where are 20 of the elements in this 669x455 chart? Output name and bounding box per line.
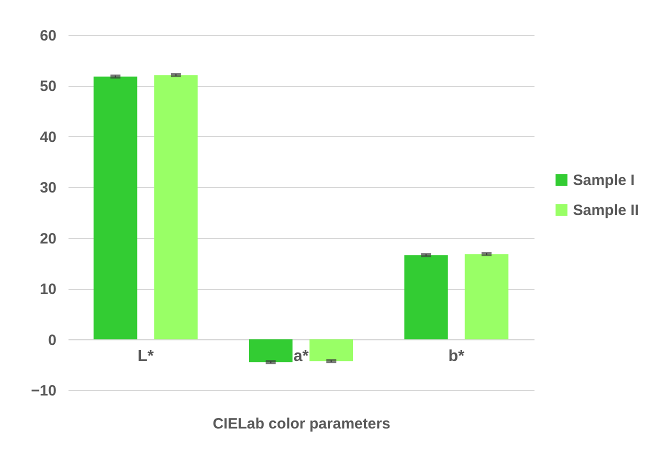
y-tick-label: 50 (40, 78, 56, 96)
y-tick-label: 60 (40, 28, 56, 44)
bar (404, 255, 448, 340)
legend-label: Sample I (573, 172, 635, 189)
x-tick-label: a* (293, 348, 310, 365)
bar (94, 76, 138, 340)
x-axis-title: CIELab color parameters (212, 416, 390, 432)
x-tick-label: b* (448, 348, 466, 365)
y-tick-label: 0 (48, 332, 56, 349)
y-tick-label: 40 (40, 128, 56, 146)
y-tick-label: −10 (31, 382, 56, 400)
y-tick-label: 20 (40, 230, 56, 248)
y-tick-label: 30 (40, 180, 56, 197)
y-tick-label: 10 (40, 281, 56, 298)
bar (309, 339, 354, 362)
bar (464, 254, 508, 340)
bar (154, 75, 198, 340)
x-tick-label: L* (138, 348, 154, 365)
bar (248, 339, 293, 362)
legend-label: Sample II (573, 202, 639, 219)
